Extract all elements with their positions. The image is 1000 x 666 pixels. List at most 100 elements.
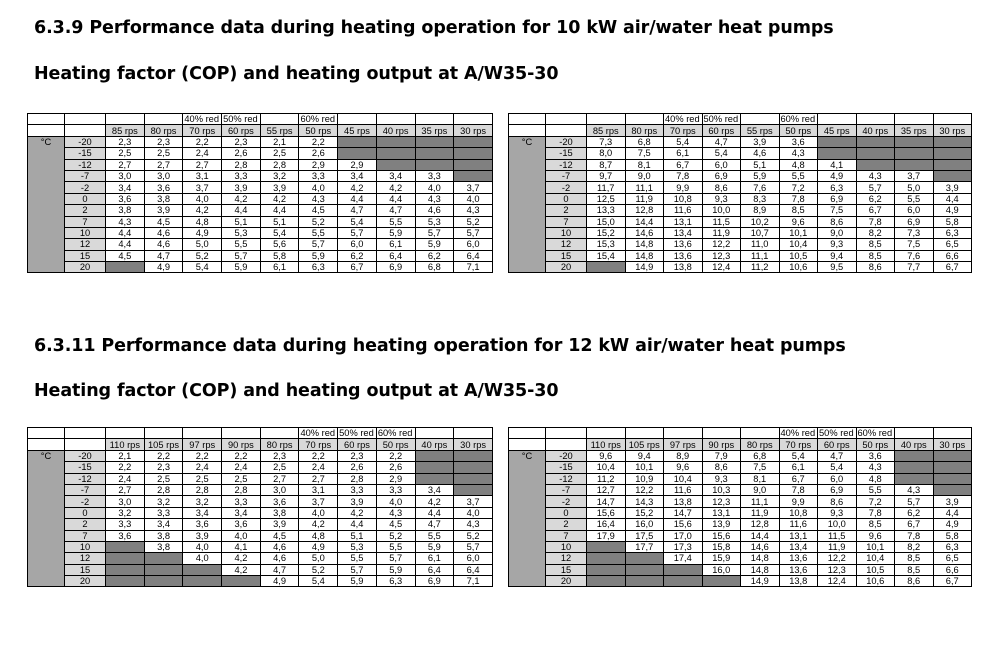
value-cell: 6,1: [778, 461, 818, 474]
reduction-label: [624, 112, 664, 126]
value-cell: 14,8: [624, 249, 664, 263]
empty-cell: [932, 147, 972, 160]
table-row: 10 3,8 4,0 4,1 4,6 4,9 5,3 5,5 5,9 5,7: [28, 540, 493, 554]
value-cell: 6,7: [894, 518, 934, 531]
value-cell: 4,3: [105, 215, 145, 228]
value-cell: 2,3: [221, 135, 261, 149]
outdoor-temp: 2: [64, 518, 106, 531]
value-cell: 5,7: [221, 249, 261, 263]
value-cell: 14,4: [740, 529, 780, 542]
value-cell: 4,6: [414, 204, 455, 217]
value-cell: 7,5: [817, 204, 857, 217]
value-cell: 6,6: [932, 563, 972, 577]
value-cell: 9,6: [663, 461, 703, 474]
value-cell: 5,7: [298, 238, 339, 251]
value-cell: 8,6: [701, 181, 741, 194]
value-cell: 4,3: [855, 461, 895, 474]
value-cell: 13,4: [778, 540, 818, 554]
value-cell: 13,1: [663, 215, 703, 228]
value-cell: 17,0: [663, 529, 703, 542]
value-cell: 3,9: [221, 181, 261, 194]
rps-header: 90 rps: [701, 438, 741, 451]
value-cell: 4,2: [375, 181, 416, 194]
value-cell: 5,4: [663, 135, 703, 149]
value-cell: 4,2: [259, 192, 300, 206]
rps-header: 35 rps: [894, 124, 934, 137]
rps-header: 80 rps: [740, 438, 780, 451]
value-cell: 11,6: [663, 483, 703, 497]
value-cell: 16,0: [624, 518, 664, 531]
value-cell: 8,5: [855, 249, 895, 263]
empty-cell: [182, 575, 223, 588]
rps-header: 85 rps: [105, 124, 145, 137]
value-cell: 5,4: [701, 147, 741, 160]
value-cell: 14,4: [624, 215, 664, 228]
outdoor-temp: -2: [545, 181, 587, 194]
value-cell: 12,7: [586, 483, 626, 497]
value-cell: 11,0: [740, 238, 780, 251]
value-cell: 4,6: [740, 147, 780, 160]
table-row: -2 3,0 3,2 3,2 3,3 3,6 3,7 3,9 4,0 4,2 3,7: [28, 495, 493, 508]
value-cell: 4,8: [855, 472, 895, 485]
reduction-label: [701, 426, 741, 440]
value-cell: 4,9: [932, 518, 972, 531]
outdoor-temp: -15: [64, 461, 106, 474]
value-cell: 9,7: [586, 169, 626, 183]
value-cell: 9,0: [817, 226, 857, 240]
reduction-label: [259, 112, 300, 126]
value-cell: 6,7: [932, 575, 972, 588]
value-cell: 6,4: [414, 563, 455, 577]
value-cell: 2,4: [298, 461, 339, 474]
table-row: °C -20 2,3 2,3 2,2 2,3 2,1 2,2: [27, 135, 493, 274]
value-cell: 8,7: [586, 158, 626, 171]
unit-label: °C: [508, 135, 546, 274]
table-row: 7 3,6 3,8 3,9 4,0 4,5 4,8 5,1 5,2 5,5 5,2: [28, 529, 493, 542]
value-cell: 5,5: [221, 238, 261, 251]
value-cell: 4,4: [337, 192, 377, 206]
value-cell: 6,9: [817, 192, 857, 206]
reduction-label: [740, 426, 780, 440]
value-cell: 5,7: [855, 181, 895, 194]
value-cell: 12,2: [624, 483, 664, 497]
value-cell: 4,3: [298, 192, 339, 206]
reduction-label: [932, 112, 972, 126]
table-row: 2 3,3 3,4 3,6 3,6 3,9 4,2 4,4 4,5 4,7 4,3: [28, 518, 493, 531]
value-cell: 2,1: [105, 449, 145, 463]
outdoor-temp: 15: [64, 249, 106, 263]
empty-cell: [663, 575, 703, 588]
outdoor-temp: 10: [545, 226, 587, 240]
empty-cell: [105, 261, 145, 274]
value-cell: 6,5: [932, 552, 972, 565]
value-cell: 12,8: [624, 204, 664, 217]
value-cell: 11,6: [778, 518, 818, 531]
value-cell: 2,5: [143, 147, 184, 160]
value-cell: 13,3: [586, 204, 626, 217]
value-cell: 4,0: [298, 181, 339, 194]
value-cell: 6,7: [663, 158, 703, 171]
value-cell: 10,7: [740, 226, 780, 240]
value-cell: 14,9: [740, 575, 780, 588]
outdoor-temp: 20: [545, 261, 587, 274]
value-cell: 8,9: [663, 449, 703, 463]
value-cell: 4,7: [337, 204, 377, 217]
value-cell: 10,0: [817, 518, 857, 531]
rps-header: 60 rps: [221, 124, 261, 137]
value-cell: 5,8: [259, 249, 300, 263]
value-cell: 10,1: [624, 461, 664, 474]
outdoor-temp: -7: [64, 483, 106, 497]
value-cell: 5,4: [778, 449, 818, 463]
value-cell: 3,4: [337, 169, 377, 183]
value-cell: 13,9: [701, 518, 741, 531]
value-cell: 5,8: [932, 529, 972, 542]
value-cell: 11,9: [740, 506, 780, 520]
value-cell: 7,2: [778, 181, 818, 194]
value-cell: 4,2: [414, 495, 455, 508]
rps-header-row: 110 rps 105 rps 97 rps 90 rps 80 rps 70 rps 60…: [27, 438, 493, 451]
outdoor-temp: -20: [545, 449, 587, 463]
value-cell: 14,7: [586, 495, 626, 508]
value-cell: 7,5: [740, 461, 780, 474]
table-row: -15 8,0 7,5 6,1 5,4 4,6 4,3: [509, 147, 972, 160]
reduction-label: 50% red: [221, 112, 261, 126]
cop-table-10kw: 40% red 50% red 60% red 85 rps 80 rps 70 rps 6…: [27, 112, 493, 274]
outdoor-temp: 0: [545, 506, 587, 520]
